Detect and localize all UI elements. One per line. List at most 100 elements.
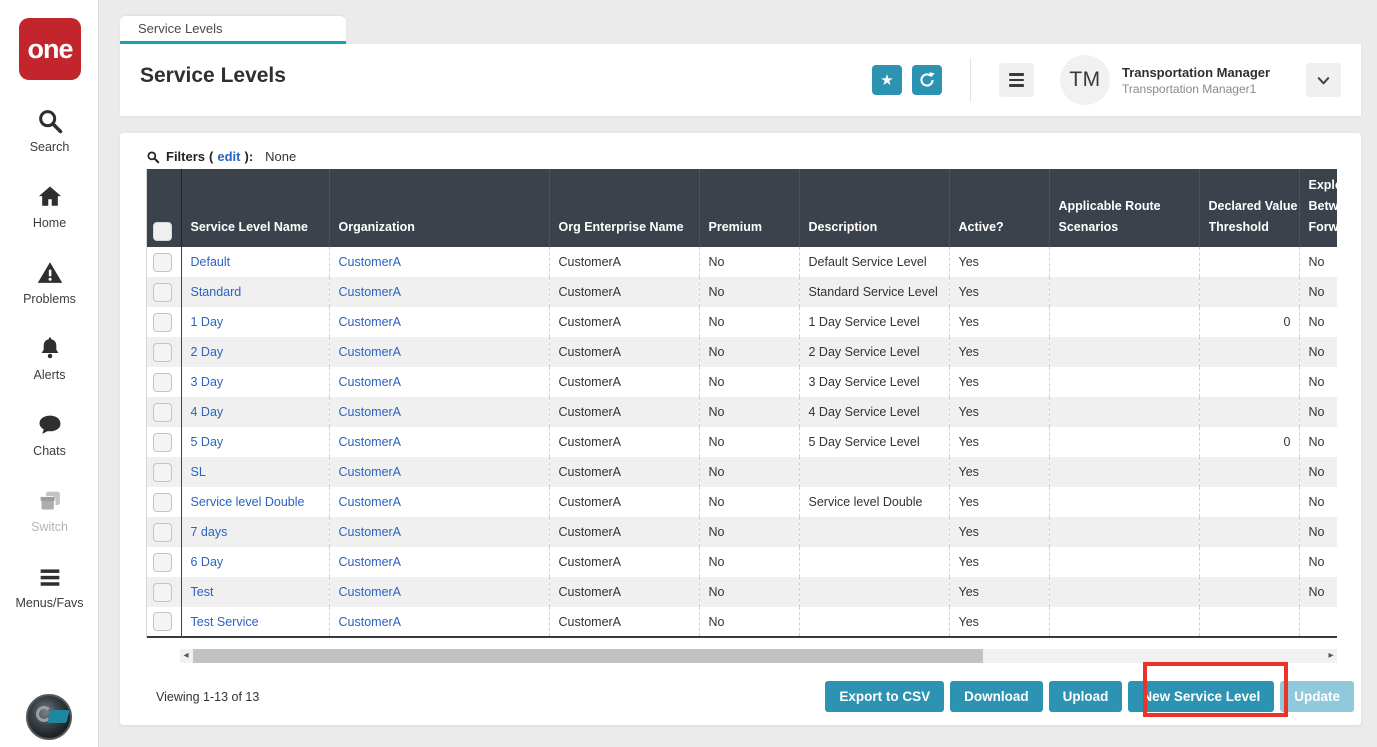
- one-logo[interactable]: one: [19, 18, 81, 80]
- cell-explor: No: [1299, 247, 1337, 277]
- download-button[interactable]: Download: [950, 681, 1043, 712]
- service-level-link[interactable]: 4 Day: [190, 405, 224, 419]
- cell-active: Yes: [949, 577, 1050, 607]
- column-header-declared-value[interactable]: Declared Value Threshold: [1199, 169, 1300, 247]
- column-header-organization[interactable]: Organization: [329, 169, 550, 247]
- sidebar-item-label: Chats: [33, 443, 66, 458]
- horizontal-scrollbar[interactable]: ◂ ▸: [180, 649, 1337, 663]
- scrollbar-thumb[interactable]: [193, 649, 983, 663]
- scroll-left-arrow[interactable]: ◂: [183, 650, 189, 661]
- assistant-avatar[interactable]: [26, 694, 72, 740]
- service-level-link[interactable]: 3 Day: [190, 375, 224, 389]
- service-level-link[interactable]: SL: [190, 465, 206, 479]
- cell-applicable-route: [1049, 517, 1200, 547]
- row-select-cell: [147, 397, 182, 427]
- row-checkbox[interactable]: [153, 492, 172, 512]
- cell-explor: No: [1299, 457, 1337, 487]
- row-checkbox[interactable]: [153, 432, 172, 452]
- upload-button[interactable]: Upload: [1048, 681, 1123, 712]
- page-title: Service Levels: [140, 64, 286, 87]
- organization-link[interactable]: CustomerA: [338, 525, 402, 539]
- cell-explor: [1299, 607, 1337, 638]
- cell-declared-value: [1199, 397, 1300, 427]
- organization-link[interactable]: CustomerA: [338, 375, 402, 389]
- organization-link[interactable]: CustomerA: [338, 614, 402, 629]
- tab-service-levels[interactable]: Service Levels: [120, 16, 346, 44]
- row-checkbox[interactable]: [153, 342, 172, 362]
- service-level-link[interactable]: Test Service: [190, 614, 259, 629]
- favorite-button[interactable]: ★: [872, 65, 902, 95]
- sidebar-item-menus-favs[interactable]: Menus/Favs: [0, 548, 99, 624]
- cell-declared-value: 0: [1199, 427, 1300, 457]
- service-level-link[interactable]: 6 Day: [190, 555, 224, 569]
- organization-link[interactable]: CustomerA: [338, 585, 402, 599]
- table-row: Service level Double CustomerA CustomerA No…: [147, 487, 1337, 517]
- service-level-link[interactable]: Default: [190, 255, 231, 269]
- service-level-link[interactable]: Standard: [190, 285, 242, 299]
- row-checkbox[interactable]: [153, 612, 172, 631]
- switch-windows-icon: [39, 491, 60, 511]
- chevron-down-icon: [1317, 76, 1330, 84]
- row-checkbox[interactable]: [153, 372, 172, 392]
- organization-link[interactable]: CustomerA: [338, 435, 402, 449]
- row-checkbox[interactable]: [153, 402, 172, 422]
- service-level-link[interactable]: 2 Day: [190, 345, 224, 359]
- sidebar-item-home[interactable]: Home: [0, 168, 99, 244]
- service-level-link[interactable]: Service level Double: [190, 495, 305, 509]
- organization-link[interactable]: CustomerA: [338, 285, 402, 299]
- user-menu-button[interactable]: [1306, 63, 1341, 97]
- organization-link[interactable]: CustomerA: [338, 555, 402, 569]
- cell-declared-value: [1199, 607, 1300, 638]
- column-header-applicable-route[interactable]: Applicable Route Scenarios: [1049, 169, 1200, 247]
- service-level-link[interactable]: 1 Day: [190, 315, 224, 329]
- service-level-link[interactable]: 5 Day: [190, 435, 224, 449]
- organization-link[interactable]: CustomerA: [338, 345, 402, 359]
- user-avatar[interactable]: TM: [1060, 55, 1110, 105]
- cell-org-enterprise-name: CustomerA: [549, 397, 700, 427]
- new-service-level-button[interactable]: New Service Level: [1128, 681, 1275, 712]
- column-header-service-level-name[interactable]: Service Level Name: [181, 169, 330, 247]
- sidebar-item-problems[interactable]: Problems: [0, 244, 99, 320]
- column-header-explor[interactable]: ExplorBetweForwa: [1299, 169, 1337, 247]
- row-checkbox[interactable]: [153, 462, 172, 482]
- row-checkbox[interactable]: [153, 252, 172, 272]
- sidebar-item-switch[interactable]: Switch: [0, 472, 99, 548]
- column-header-select: [147, 169, 182, 247]
- service-level-link[interactable]: Test: [190, 585, 214, 599]
- row-checkbox[interactable]: [153, 552, 172, 572]
- cell-declared-value: [1199, 277, 1300, 307]
- update-button: Update: [1280, 681, 1354, 712]
- cell-active: Yes: [949, 547, 1050, 577]
- cell-premium: No: [699, 307, 800, 337]
- sidebar-item-chats[interactable]: Chats: [0, 396, 99, 472]
- table-row: 1 Day CustomerA CustomerA No 1 Day Service L…: [147, 307, 1337, 337]
- export-to-csv-button[interactable]: Export to CSV: [825, 681, 945, 712]
- column-header-description[interactable]: Description: [799, 169, 950, 247]
- row-checkbox[interactable]: [153, 312, 172, 332]
- organization-link[interactable]: CustomerA: [338, 315, 402, 329]
- scroll-right-arrow[interactable]: ▸: [1328, 650, 1334, 661]
- cell-org-enterprise-name: CustomerA: [549, 427, 700, 457]
- cell-description: 5 Day Service Level: [799, 427, 950, 457]
- column-header-org-enterprise-name[interactable]: Org Enterprise Name: [549, 169, 700, 247]
- sidebar-item-alerts[interactable]: Alerts: [0, 320, 99, 396]
- home-icon: [38, 186, 61, 206]
- menu-button[interactable]: [999, 63, 1034, 97]
- column-header-active[interactable]: Active?: [949, 169, 1050, 247]
- row-checkbox[interactable]: [153, 582, 172, 602]
- refresh-button[interactable]: [912, 65, 942, 95]
- cell-organization: CustomerA: [329, 277, 550, 307]
- sidebar-item-search[interactable]: Search: [0, 92, 99, 168]
- organization-link[interactable]: CustomerA: [338, 405, 402, 419]
- organization-link[interactable]: CustomerA: [338, 255, 402, 269]
- cell-organization: CustomerA: [329, 457, 550, 487]
- filters-edit-link[interactable]: edit: [217, 149, 241, 164]
- service-level-link[interactable]: 7 days: [190, 525, 228, 539]
- select-all-checkbox[interactable]: [153, 222, 172, 241]
- column-header-premium[interactable]: Premium: [699, 169, 800, 247]
- row-checkbox[interactable]: [153, 282, 172, 302]
- organization-link[interactable]: CustomerA: [338, 465, 402, 479]
- row-checkbox[interactable]: [153, 522, 172, 542]
- organization-link[interactable]: CustomerA: [338, 495, 402, 509]
- cell-explor: No: [1299, 277, 1337, 307]
